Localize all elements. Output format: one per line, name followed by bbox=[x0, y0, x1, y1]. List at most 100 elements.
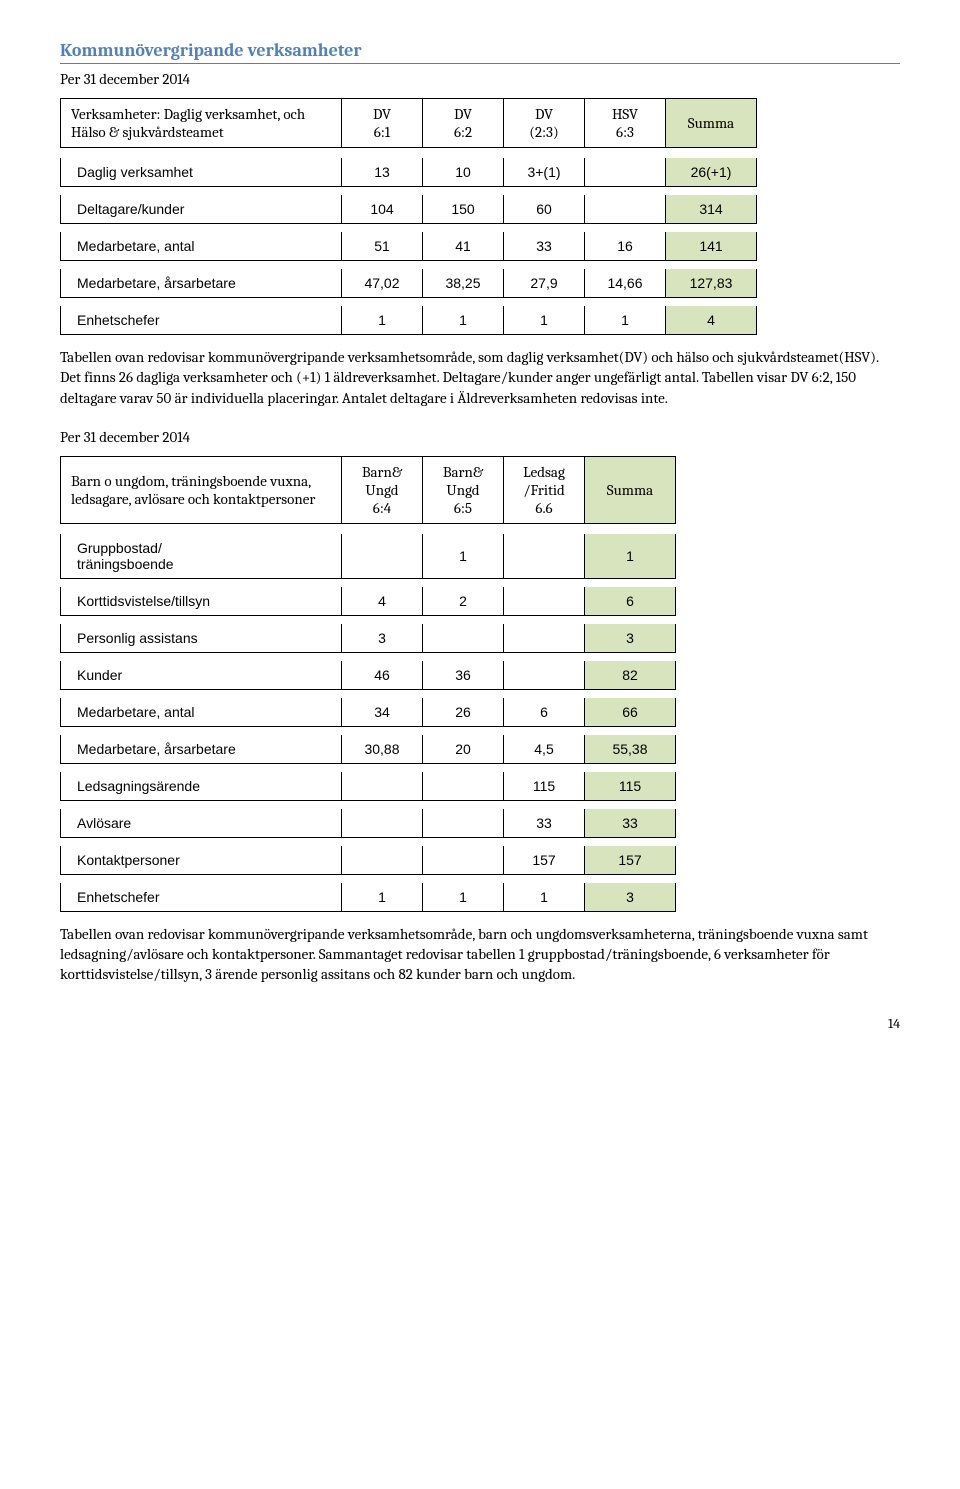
t2-summa-hdr: Summa bbox=[585, 456, 676, 523]
row-label: Enhetschefer bbox=[61, 306, 342, 335]
row-sum: 82 bbox=[585, 661, 676, 690]
table-row: Medarbetare, årsarbetare47,0238,2527,914… bbox=[61, 269, 757, 298]
row-cell: 104 bbox=[342, 195, 423, 224]
table-row: Korttidsvistelse/tillsyn426 bbox=[61, 587, 676, 616]
row-label: Personlig assistans bbox=[61, 624, 342, 653]
row-cell: 1 bbox=[342, 883, 423, 912]
row-cell: 4 bbox=[342, 587, 423, 616]
row-sum: 1 bbox=[585, 534, 676, 579]
paragraph-2: Tabellen ovan redovisar kommunövergripan… bbox=[60, 924, 900, 985]
t1-col-3: HSV6:3 bbox=[585, 99, 666, 148]
table-1: Verksamheter: Daglig verksamhet, och Häl… bbox=[60, 98, 757, 335]
table-row: Personlig assistans33 bbox=[61, 624, 676, 653]
row-cell: 38,25 bbox=[423, 269, 504, 298]
row-label: Kunder bbox=[61, 661, 342, 690]
row-cell: 33 bbox=[504, 232, 585, 261]
row-sum: 115 bbox=[585, 772, 676, 801]
table-row: Enhetschefer11114 bbox=[61, 306, 757, 335]
row-label: Enhetschefer bbox=[61, 883, 342, 912]
row-cell: 51 bbox=[342, 232, 423, 261]
row-label: Gruppbostad/ träningsboende bbox=[61, 534, 342, 579]
row-sum: 26(+1) bbox=[666, 158, 757, 187]
row-label: Ledsagningsärende bbox=[61, 772, 342, 801]
row-cell: 4,5 bbox=[504, 735, 585, 764]
row-cell: 1 bbox=[342, 306, 423, 335]
row-cell: 1 bbox=[423, 534, 504, 579]
row-cell: 3+(1) bbox=[504, 158, 585, 187]
row-cell: 10 bbox=[423, 158, 504, 187]
row-cell: 6 bbox=[504, 698, 585, 727]
row-cell bbox=[342, 846, 423, 875]
row-cell: 34 bbox=[342, 698, 423, 727]
row-cell bbox=[585, 195, 666, 224]
table-row: Kunder463682 bbox=[61, 661, 676, 690]
row-cell bbox=[504, 587, 585, 616]
table-row: Medarbetare, antal3426666 bbox=[61, 698, 676, 727]
t2-col-0: Barn&Ungd6:4 bbox=[342, 456, 423, 523]
row-cell bbox=[423, 846, 504, 875]
row-sum: 157 bbox=[585, 846, 676, 875]
row-label: Kontaktpersoner bbox=[61, 846, 342, 875]
row-cell: 30,88 bbox=[342, 735, 423, 764]
row-label: Korttidsvistelse/tillsyn bbox=[61, 587, 342, 616]
row-cell: 33 bbox=[504, 809, 585, 838]
row-cell: 47,02 bbox=[342, 269, 423, 298]
row-cell: 1 bbox=[504, 306, 585, 335]
table-row: Kontaktpersoner 157157 bbox=[61, 846, 676, 875]
row-cell: 27,9 bbox=[504, 269, 585, 298]
date-line-1: Per 31 december 2014 bbox=[60, 70, 900, 88]
table-row: Daglig verksamhet13103+(1)26(+1) bbox=[61, 158, 757, 187]
row-cell: 2 bbox=[423, 587, 504, 616]
row-cell bbox=[423, 772, 504, 801]
row-sum: 55,38 bbox=[585, 735, 676, 764]
table-row: Avlösare 3333 bbox=[61, 809, 676, 838]
row-cell: 20 bbox=[423, 735, 504, 764]
t1-title: Verksamheter: Daglig verksamhet, och Häl… bbox=[61, 99, 342, 148]
row-label: Medarbetare, antal bbox=[61, 698, 342, 727]
row-sum: 33 bbox=[585, 809, 676, 838]
row-cell bbox=[423, 809, 504, 838]
row-cell: 1 bbox=[585, 306, 666, 335]
row-cell bbox=[342, 809, 423, 838]
row-cell bbox=[504, 661, 585, 690]
table-row: Enhetschefer1113 bbox=[61, 883, 676, 912]
t1-col-1: DV6:2 bbox=[423, 99, 504, 148]
table-row: Deltagare/kunder10415060 314 bbox=[61, 195, 757, 224]
row-label: Medarbetare, årsarbetare bbox=[61, 269, 342, 298]
row-cell: 115 bbox=[504, 772, 585, 801]
row-sum: 66 bbox=[585, 698, 676, 727]
row-cell: 150 bbox=[423, 195, 504, 224]
table-1-header: Verksamheter: Daglig verksamhet, och Häl… bbox=[61, 99, 757, 148]
row-label: Deltagare/kunder bbox=[61, 195, 342, 224]
t2-title: Barn o ungdom, träningsboende vuxna, led… bbox=[61, 456, 342, 523]
row-cell: 14,66 bbox=[585, 269, 666, 298]
table-row: Medarbetare, årsarbetare30,88204,555,38 bbox=[61, 735, 676, 764]
t2-col-1: Barn&Ungd6:5 bbox=[423, 456, 504, 523]
row-cell bbox=[342, 534, 423, 579]
row-cell: 16 bbox=[585, 232, 666, 261]
row-cell: 26 bbox=[423, 698, 504, 727]
row-cell bbox=[423, 624, 504, 653]
row-label: Medarbetare, antal bbox=[61, 232, 342, 261]
row-label: Avlösare bbox=[61, 809, 342, 838]
row-cell: 41 bbox=[423, 232, 504, 261]
paragraph-1: Tabellen ovan redovisar kommunövergripan… bbox=[60, 347, 900, 408]
row-sum: 3 bbox=[585, 624, 676, 653]
row-label: Medarbetare, årsarbetare bbox=[61, 735, 342, 764]
row-cell bbox=[504, 624, 585, 653]
table-2: Barn o ungdom, träningsboende vuxna, led… bbox=[60, 456, 676, 912]
row-cell: 60 bbox=[504, 195, 585, 224]
row-sum: 4 bbox=[666, 306, 757, 335]
row-label: Daglig verksamhet bbox=[61, 158, 342, 187]
table-row: Ledsagningsärende 115115 bbox=[61, 772, 676, 801]
row-sum: 127,83 bbox=[666, 269, 757, 298]
row-cell: 157 bbox=[504, 846, 585, 875]
row-cell bbox=[504, 534, 585, 579]
row-sum: 314 bbox=[666, 195, 757, 224]
row-cell: 1 bbox=[423, 306, 504, 335]
table-row: Medarbetare, antal51413316141 bbox=[61, 232, 757, 261]
row-cell bbox=[585, 158, 666, 187]
row-sum: 3 bbox=[585, 883, 676, 912]
table-2-header: Barn o ungdom, träningsboende vuxna, led… bbox=[61, 456, 676, 523]
date-line-2: Per 31 december 2014 bbox=[60, 428, 900, 446]
